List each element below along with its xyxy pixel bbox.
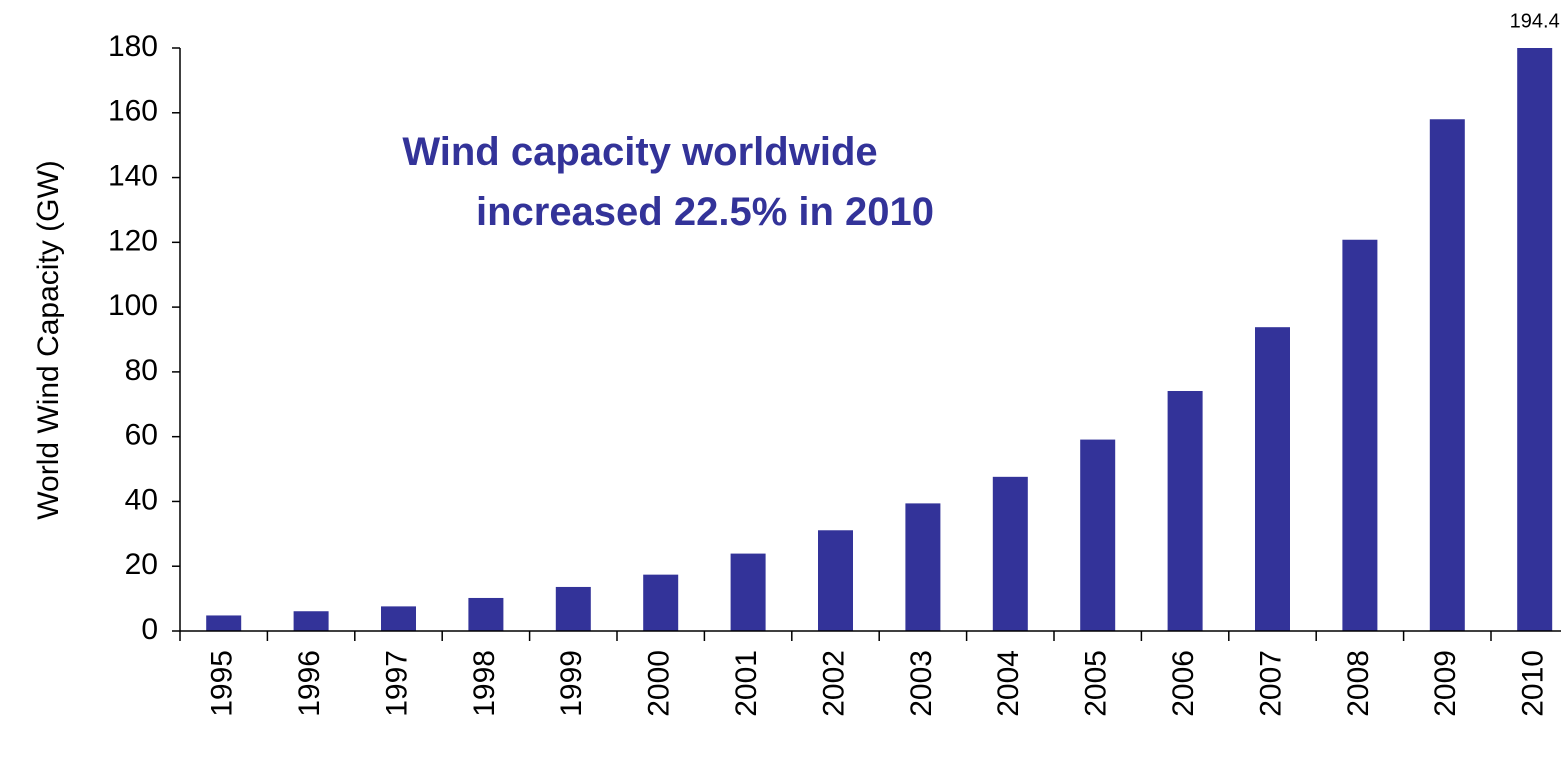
bar	[992, 476, 1028, 631]
x-tick-label: 2005	[1080, 650, 1113, 717]
y-tick-label: 160	[108, 95, 158, 128]
x-tick-label: 2000	[643, 650, 676, 717]
bar	[468, 597, 504, 631]
bar	[1342, 239, 1378, 631]
y-tick-label: 120	[108, 224, 158, 257]
y-tick-label: 100	[108, 289, 158, 322]
annotation: Wind capacity worldwide	[402, 130, 877, 174]
value-label: 194.4	[1510, 10, 1560, 32]
x-tick-label: 1997	[380, 650, 413, 717]
x-tick-label: 2002	[817, 650, 850, 717]
y-tick-label: 20	[125, 548, 158, 581]
y-tick-label: 60	[125, 419, 158, 452]
x-tick-label: 2008	[1342, 650, 1375, 717]
x-tick-label: 1996	[293, 650, 326, 717]
y-tick-label: 80	[125, 354, 158, 387]
x-tick-label: 2010	[1517, 650, 1550, 717]
x-tick-label: 2009	[1429, 650, 1462, 717]
y-tick-label: 40	[125, 483, 158, 516]
bar	[1080, 439, 1116, 631]
bar	[818, 530, 853, 631]
bar	[730, 553, 766, 631]
bar	[905, 503, 941, 631]
y-tick-label: 180	[108, 30, 158, 63]
bar	[1167, 390, 1203, 631]
x-tick-label: 1995	[206, 650, 239, 717]
x-tick-label: 2003	[905, 650, 938, 717]
bar	[555, 586, 591, 631]
bar	[1255, 327, 1290, 631]
x-tick-label: 2007	[1254, 650, 1287, 717]
x-tick-label: 2006	[1167, 650, 1200, 717]
bar	[293, 611, 329, 631]
bar	[381, 606, 416, 631]
x-tick-label: 2001	[730, 650, 763, 717]
x-tick-label: 1999	[555, 650, 588, 717]
y-tick-label: 140	[108, 159, 158, 192]
plot-area	[206, 48, 1553, 631]
y-axis-title: World Wind Capacity (GW)	[32, 160, 65, 520]
bar	[1429, 119, 1465, 631]
annotation: increased 22.5% in 2010	[476, 190, 934, 234]
y-tick-label: 0	[141, 613, 158, 646]
x-tick-label: 2004	[992, 650, 1025, 717]
x-tick-label: 1998	[468, 650, 501, 717]
bar	[1517, 48, 1553, 631]
bar	[643, 574, 679, 631]
bar	[206, 615, 242, 631]
